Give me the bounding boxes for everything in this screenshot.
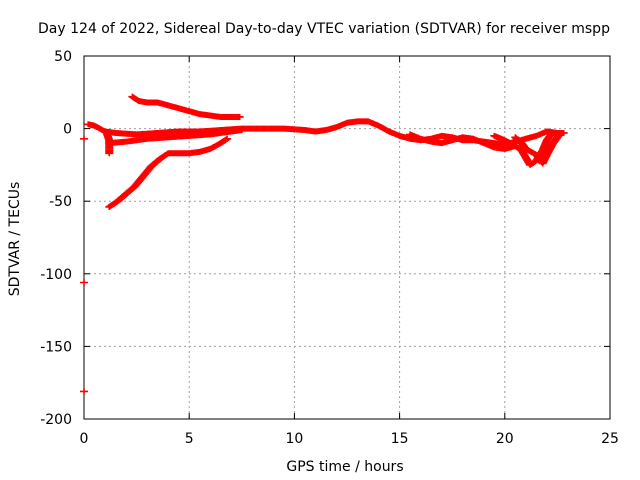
y-axis-label: SDTVAR / TECUs — [7, 182, 23, 297]
x-axis-label: GPS time / hours — [286, 459, 403, 475]
y-tick-label: -50 — [49, 194, 72, 210]
data-point — [555, 131, 564, 138]
x-axis-ticks: 0 5 10 15 20 25 — [80, 56, 619, 447]
y-axis-ticks: 50 0 -50 -100 -150 -200 — [40, 49, 610, 428]
data-point — [546, 132, 555, 139]
y-tick-label: 0 — [63, 122, 72, 138]
data-point — [235, 113, 244, 120]
data-point — [105, 150, 114, 157]
y-tick-label: -150 — [40, 339, 72, 355]
x-tick-label: 10 — [285, 431, 303, 447]
data-point — [223, 135, 232, 142]
grid-lines — [84, 56, 610, 419]
x-tick-label: 25 — [601, 431, 619, 447]
x-tick-label: 0 — [80, 431, 89, 447]
x-tick-label: 5 — [185, 431, 194, 447]
plot-frame — [83, 55, 611, 420]
data-point — [559, 129, 568, 136]
data-point — [547, 131, 556, 138]
data-point — [511, 143, 520, 150]
x-tick-label: 20 — [496, 431, 514, 447]
y-tick-label: -200 — [40, 412, 72, 428]
chart-title: Day 124 of 2022, Sidereal Day-to-day VTE… — [38, 21, 610, 37]
data-point — [80, 388, 88, 395]
data-marks — [80, 93, 568, 395]
data-point — [80, 135, 88, 142]
data-point — [237, 127, 246, 134]
data-point — [80, 279, 88, 286]
y-tick-label: 50 — [54, 49, 72, 65]
y-tick-label: -100 — [40, 267, 72, 283]
x-tick-label: 15 — [391, 431, 409, 447]
